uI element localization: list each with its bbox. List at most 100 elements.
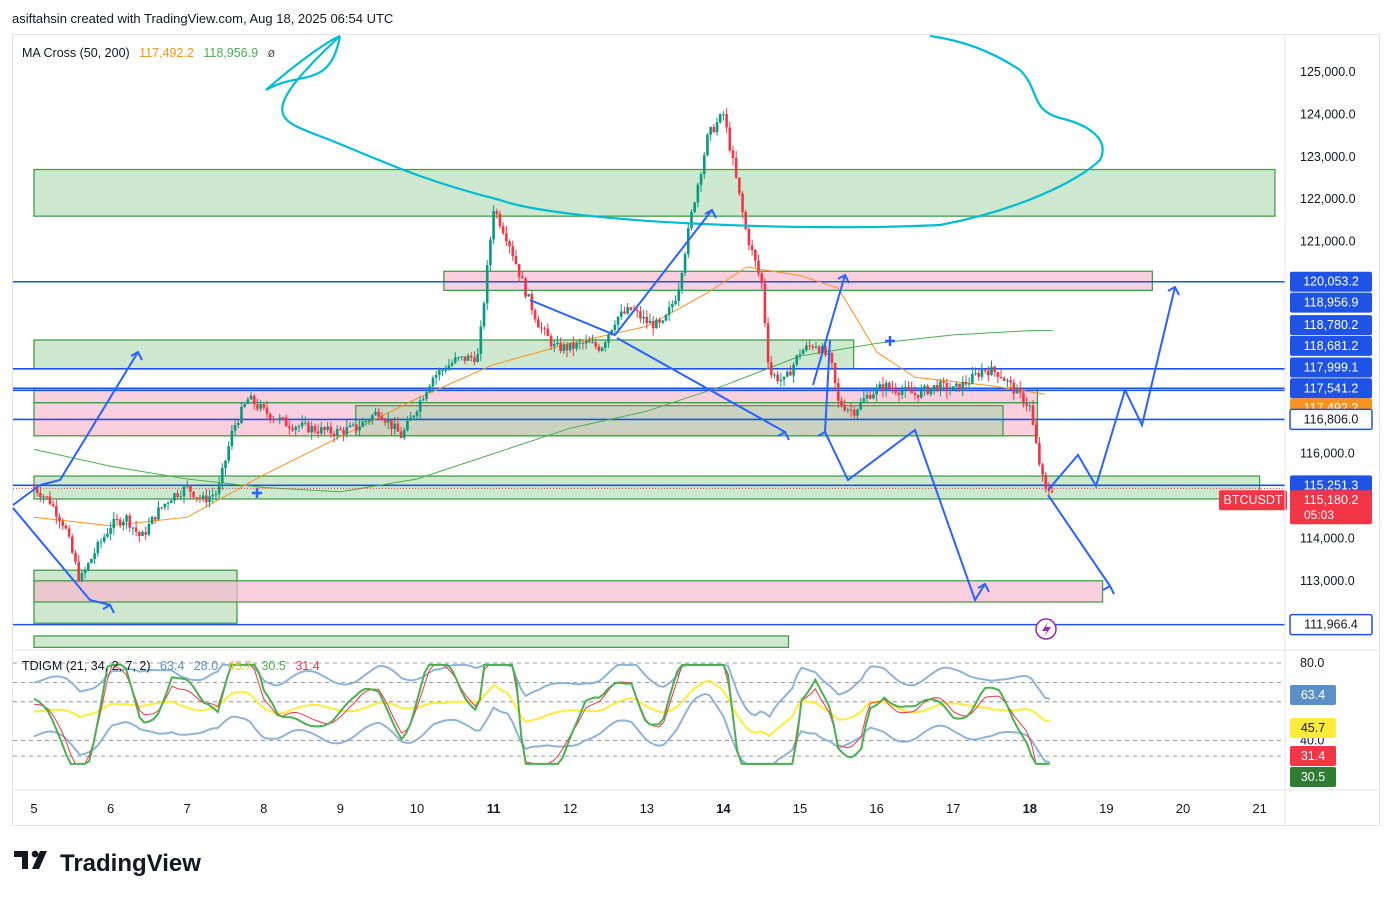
candle-body [623, 311, 626, 314]
projection-arrow-0 [12, 351, 139, 506]
candle-body [789, 371, 792, 376]
candle-body [454, 357, 457, 363]
candle-body [227, 446, 230, 461]
candle-body [128, 515, 132, 528]
candle-body [888, 382, 891, 388]
candle-body [613, 324, 617, 331]
candle-body [533, 310, 537, 320]
candle-body [798, 354, 802, 356]
price-tag-label: 117,541.2 [1304, 381, 1359, 395]
candle-body [690, 211, 693, 229]
price-tick-label: 122,000.0 [1300, 192, 1356, 206]
candle-body [683, 254, 687, 274]
candle-body [840, 400, 843, 407]
candle-body [460, 356, 463, 358]
candle-body [1006, 380, 1009, 382]
candle-body [329, 426, 333, 434]
candle-body [661, 320, 665, 323]
candle-body [801, 350, 805, 355]
candle-body [594, 342, 598, 347]
price-tag-label: 115,251.3 [1304, 478, 1359, 492]
candle-body [90, 559, 93, 564]
candle-body [67, 528, 71, 537]
candle-body [897, 392, 901, 395]
candle-body [977, 373, 981, 377]
price-tag-box [1290, 292, 1372, 313]
candle-body [750, 245, 754, 250]
candle-body [702, 155, 706, 174]
candle-body [173, 493, 176, 501]
zone-green-5 [355, 405, 1004, 437]
candle-body [153, 516, 157, 520]
candle-body [498, 213, 502, 227]
candle-body [651, 320, 655, 329]
candle-body [310, 426, 313, 433]
ma200-legend-value: 118,956.9 [203, 46, 259, 60]
candle-body [568, 342, 572, 351]
price-tick-label: 116,000.0 [1300, 447, 1355, 461]
candle-body [160, 507, 163, 509]
candle-body [830, 353, 834, 363]
candle-body [505, 233, 508, 242]
candle-body [521, 276, 524, 279]
candle-body [402, 430, 406, 438]
candle-body [904, 386, 907, 391]
projection-arrow-1 [12, 507, 111, 606]
candle-body [741, 193, 744, 213]
candle-body [1025, 403, 1028, 406]
ma-visibility-icon[interactable]: ø [267, 46, 276, 60]
arrow-head-5 [817, 430, 830, 441]
osc-value-tag-label: 30.5 [1301, 770, 1325, 784]
candle-body [214, 493, 218, 496]
candle-body [485, 265, 489, 304]
tradingview-brand[interactable]: TradingView [14, 849, 201, 878]
price-tag-countdown: 05:03 [1304, 508, 1334, 522]
candle-body [591, 342, 594, 344]
arrow-head-7 [1102, 584, 1115, 595]
candle-body [572, 342, 575, 349]
candle-body [275, 419, 278, 421]
price-tick-label: 121,000.0 [1300, 235, 1356, 249]
candle-body [307, 422, 310, 433]
candle-body [731, 150, 735, 159]
candle-body [642, 316, 645, 319]
tdi-legend-value-1: 63.4 [160, 659, 185, 673]
cyan-oval-annotation [265, 34, 1104, 229]
candle-body [987, 370, 990, 376]
candle-body [182, 486, 186, 497]
chart-frame [12, 34, 1380, 826]
projection-arrow-6 [824, 339, 831, 433]
tdi-legend-value-3: 45.7 [227, 659, 252, 673]
candle-body [923, 385, 926, 390]
candle-body [217, 483, 221, 494]
candle-body [884, 382, 888, 391]
candle-body [782, 376, 786, 380]
candle-body [785, 371, 789, 377]
zone-green-2 [33, 339, 855, 370]
candle-body [667, 307, 671, 315]
candle-body [396, 423, 400, 432]
candle-body [511, 246, 515, 257]
candle-body [323, 427, 326, 430]
candle-body [201, 495, 205, 499]
candle-body [386, 419, 390, 423]
candle-body [709, 127, 712, 135]
candle-body [814, 346, 818, 348]
candle-body [495, 211, 499, 214]
candle-body [718, 114, 722, 123]
price-tag-label: 118,681.2 [1304, 339, 1359, 353]
ma-legend-label: MA Cross (50, 200) [22, 46, 130, 60]
price-tag-box [1289, 408, 1373, 431]
candle-body [288, 426, 291, 429]
candle-body [680, 273, 684, 290]
candle-body [249, 395, 253, 400]
candle-body [390, 419, 393, 429]
candle-body [588, 340, 591, 343]
candle-body [971, 373, 974, 384]
candle-body [875, 387, 878, 395]
candle-body [699, 173, 703, 185]
candle-body [58, 516, 61, 522]
candle-body [348, 425, 352, 428]
candle-body [738, 177, 741, 194]
